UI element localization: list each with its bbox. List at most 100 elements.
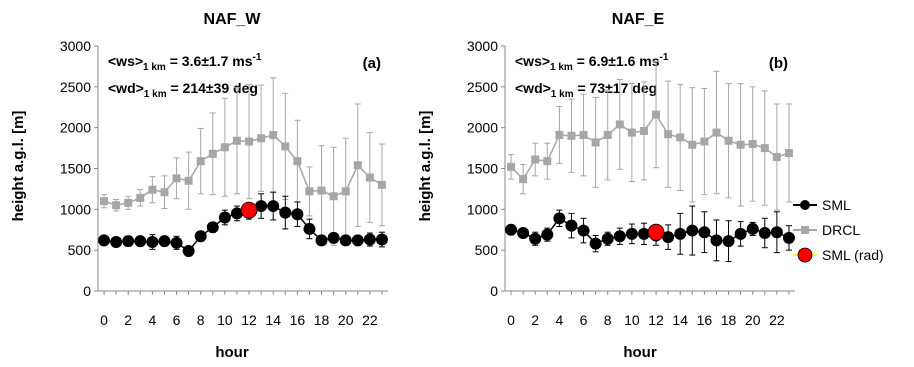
legend-sml-rad-marker [797,247,813,263]
panel-title: NAF_E [612,11,665,28]
data-point [782,231,795,244]
data-point [305,187,314,196]
x-tick-label: 4 [148,312,156,328]
panel-label: (a) [363,55,381,72]
data-point [760,144,769,153]
data-point [112,201,121,210]
data-point [758,227,771,240]
data-point [377,180,386,189]
legend-sml-rad-label: SML (rad) [822,247,884,263]
data-point [784,148,793,157]
data-point [341,187,350,196]
y-tick-label: 2000 [60,120,91,136]
data-point [746,222,759,235]
data-point [122,235,135,248]
legend-item-sml: SML [793,197,851,213]
data-point [553,212,566,225]
x-tick-label: 20 [338,312,354,328]
data-point [625,227,638,240]
wind-speed-annotation: <ws>1 km = 6.9±1.6 ms-1 [515,52,669,73]
series-drcl [507,61,793,211]
data-point [613,230,626,243]
data-point [652,110,661,119]
data-point [148,185,157,194]
wind-direction-annotation: <wd>1 km = 73±17 deg [515,80,657,100]
y-axis-label: height a.g.l. [m] [10,111,27,222]
y-tick-label: 0 [490,283,498,299]
x-tick-label: 18 [314,312,330,328]
y-tick-label: 0 [83,283,91,299]
x-tick-label: 2 [531,312,539,328]
data-point [232,136,241,145]
data-point [688,140,697,149]
data-point [601,232,614,245]
x-tick-label: 20 [745,312,761,328]
data-point [206,221,219,234]
x-tick-label: 14 [672,312,688,328]
data-point [208,149,217,158]
data-point [136,193,145,202]
data-point [736,140,745,149]
data-point [281,142,290,151]
series-sml-rad [647,223,665,241]
x-axis-label: hour [623,344,656,361]
data-point [565,219,578,232]
data-point [257,134,266,143]
y-tick-label: 3000 [60,38,91,54]
data-point [245,137,254,146]
data-point [517,227,530,240]
data-point [220,143,229,152]
x-tick-label: 16 [290,312,306,328]
data-point [748,140,757,148]
panel-naf-e: NAF_E height a.g.l. [m] hour (b) <ws>1 k… [417,11,795,361]
y-axis-label: height a.g.l. [m] [417,111,434,222]
data-point [172,174,181,183]
series-drcl [100,77,386,246]
data-point [170,236,183,249]
data-point [160,188,169,197]
data-point [591,138,600,147]
data-point [194,230,207,243]
data-point [674,227,687,240]
data-point [365,173,374,182]
x-tick-label: 10 [217,312,233,328]
data-point [353,161,362,170]
data-point [182,244,195,257]
legend: SML DRCL SML (rad) [793,197,884,263]
data-point [184,176,193,185]
data-point [317,186,326,195]
panel-naf-w: NAF_W height a.g.l. [m] hour (a) <ws>1 k… [10,11,388,361]
wind-direction-annotation: <wd>1 km = 214±39 deg [108,80,258,100]
data-point [230,207,243,220]
data-point [589,237,602,250]
x-tick-label: 6 [173,312,181,328]
data-point [291,208,304,221]
x-tick-label: 8 [604,312,612,328]
data-point [100,197,109,206]
panel-title: NAF_W [204,11,262,28]
data-point [315,234,328,247]
y-tick-label: 2000 [467,120,498,136]
data-point [110,236,123,248]
legend-drcl-label: DRCL [822,222,860,238]
x-tick-label: 16 [697,312,713,328]
data-point [710,234,723,247]
data-point [124,198,133,207]
data-point [327,231,340,244]
legend-sml-label: SML [822,197,851,213]
data-point [146,236,159,248]
data-point [686,224,699,237]
data-point [722,235,735,248]
x-tick-label: 4 [555,312,563,328]
data-point [770,226,783,239]
legend-item-sml-rad: SML (rad) [793,247,884,263]
data-point [698,226,711,239]
x-tick-label: 0 [100,312,108,328]
x-tick-label: 0 [507,312,515,328]
data-point [567,131,576,140]
x-tick-label: 18 [721,312,737,328]
data-point [134,235,147,248]
panel-label: (b) [769,55,788,72]
data-point [627,128,636,137]
